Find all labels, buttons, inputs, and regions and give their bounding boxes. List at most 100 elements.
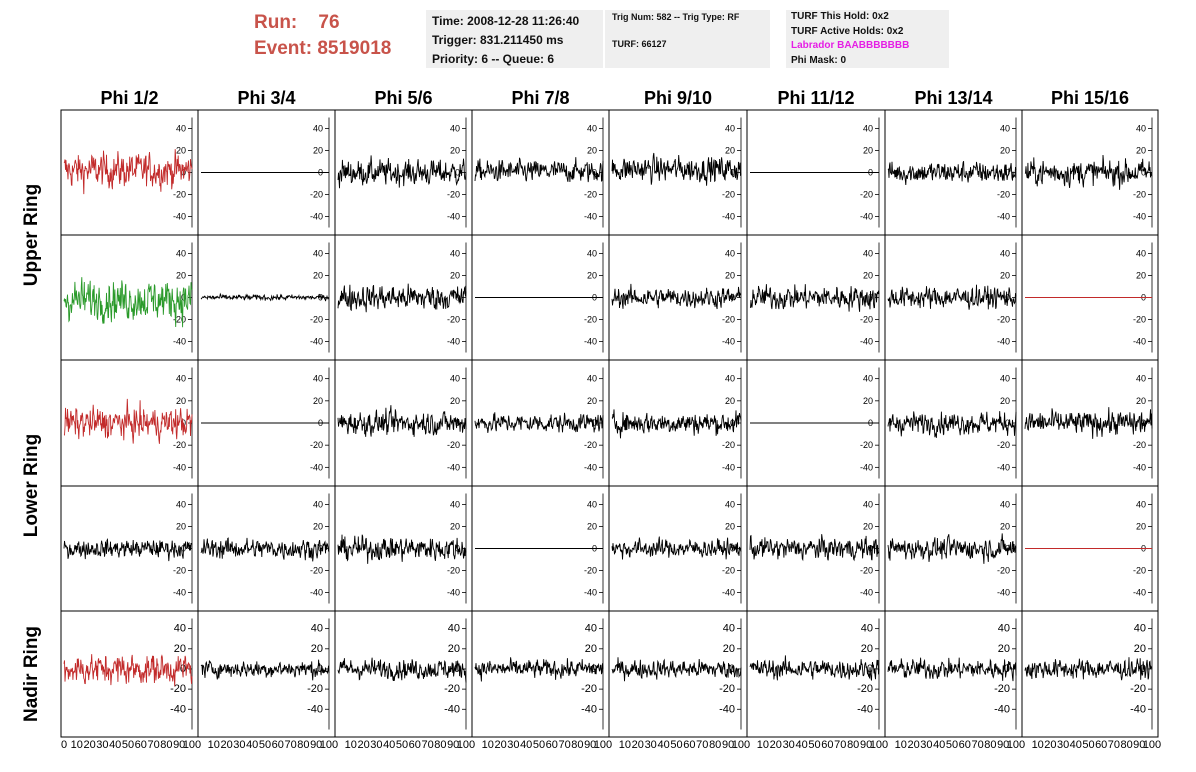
x-tick-label: 20 xyxy=(632,739,644,751)
y-tick-label: 40 xyxy=(585,623,597,635)
y-tick-label: 20 xyxy=(1134,643,1146,655)
y-tick-label: -40 xyxy=(173,212,186,222)
labrador-text: Labrador BAABBBBBBB xyxy=(791,40,910,51)
turf-this-hold: TURF This Hold: 0x2 xyxy=(791,11,889,22)
x-tick-label: 20 xyxy=(83,739,95,751)
column-title: Phi 3/4 xyxy=(237,88,295,108)
y-tick-label: 20 xyxy=(587,522,597,532)
y-tick-label: -20 xyxy=(997,440,1010,450)
y-tick-label: -20 xyxy=(722,315,735,325)
x-tick-label: 80 xyxy=(571,739,583,751)
waveform-trace xyxy=(337,534,467,564)
y-tick-label: 40 xyxy=(587,374,597,384)
y-tick-label: 20 xyxy=(176,271,186,281)
trig-info-box: Trig Num: 582 -- Trig Type: RF TURF: 661… xyxy=(605,10,770,68)
x-tick-label: 20 xyxy=(907,739,919,751)
y-tick-label: 40 xyxy=(176,374,186,384)
run-row: Run: 76 xyxy=(254,10,391,36)
y-tick-label: -20 xyxy=(584,566,597,576)
y-tick-label: -40 xyxy=(719,703,735,715)
x-tick-label: 10 xyxy=(208,739,220,751)
y-tick-label: 40 xyxy=(1000,124,1010,134)
y-tick-label: -40 xyxy=(584,588,597,598)
x-tick-label: 40 xyxy=(109,739,121,751)
x-tick-label: 90 xyxy=(584,739,596,751)
x-tick-label: 10 xyxy=(757,739,769,751)
y-tick-label: 20 xyxy=(1136,146,1146,156)
y-tick-label: -40 xyxy=(310,212,323,222)
y-tick-label: 20 xyxy=(176,522,186,532)
y-tick-label: 0 xyxy=(1005,293,1010,303)
y-tick-label: -40 xyxy=(173,462,186,472)
y-tick-label: -20 xyxy=(860,566,873,576)
y-tick-label: -40 xyxy=(857,703,873,715)
x-tick-label: 50 xyxy=(1082,739,1094,751)
y-tick-label: -40 xyxy=(860,462,873,472)
x-tick-label: 40 xyxy=(246,739,258,751)
waveform-trace xyxy=(887,160,1017,186)
y-tick-label: -20 xyxy=(447,440,460,450)
y-tick-label: -20 xyxy=(173,440,186,450)
y-tick-label: 40 xyxy=(313,500,323,510)
x-tick-label: 60 xyxy=(821,739,833,751)
x-tick-label: 70 xyxy=(971,739,983,751)
y-tick-label: 40 xyxy=(1000,500,1010,510)
x-tick-label: 90 xyxy=(1133,739,1145,751)
y-tick-label: -40 xyxy=(173,337,186,347)
x-tick-label: 30 xyxy=(507,739,519,751)
y-tick-label: -40 xyxy=(173,588,186,598)
y-tick-label: 20 xyxy=(1000,146,1010,156)
x-tick-label: 50 xyxy=(946,739,958,751)
y-tick-label: 40 xyxy=(1000,374,1010,384)
y-tick-label: 20 xyxy=(313,146,323,156)
y-tick-label: -20 xyxy=(1133,315,1146,325)
column-title: Phi 9/10 xyxy=(644,88,712,108)
y-tick-label: 40 xyxy=(176,124,186,134)
y-tick-label: -20 xyxy=(170,683,186,695)
x-tick-label: 70 xyxy=(284,739,296,751)
y-tick-label: 20 xyxy=(725,522,735,532)
y-tick-label: 40 xyxy=(1136,374,1146,384)
y-tick-label: -20 xyxy=(310,315,323,325)
waveform-trace xyxy=(611,536,742,560)
y-tick-label: 40 xyxy=(998,623,1010,635)
y-tick-label: 40 xyxy=(725,374,735,384)
panel-frame xyxy=(1021,610,1159,738)
y-tick-label: -40 xyxy=(584,212,597,222)
y-tick-label: -40 xyxy=(997,588,1010,598)
x-tick-label: 40 xyxy=(1070,739,1082,751)
y-tick-label: -20 xyxy=(310,190,323,200)
y-tick-label: -40 xyxy=(447,337,460,347)
y-tick-label: -40 xyxy=(997,212,1010,222)
y-tick-label: 0 xyxy=(181,293,186,303)
y-tick-label: 0 xyxy=(1005,418,1010,428)
run-label: Run: xyxy=(254,12,298,33)
waveform-trace xyxy=(200,292,330,302)
y-tick-label: -20 xyxy=(857,683,873,695)
y-tick-label: 20 xyxy=(723,643,735,655)
y-tick-label: 20 xyxy=(863,146,873,156)
y-tick-label: -20 xyxy=(307,683,323,695)
y-tick-label: -20 xyxy=(584,190,597,200)
y-tick-label: 40 xyxy=(725,249,735,259)
waveform-trace xyxy=(749,655,880,681)
y-tick-label: 20 xyxy=(450,396,460,406)
